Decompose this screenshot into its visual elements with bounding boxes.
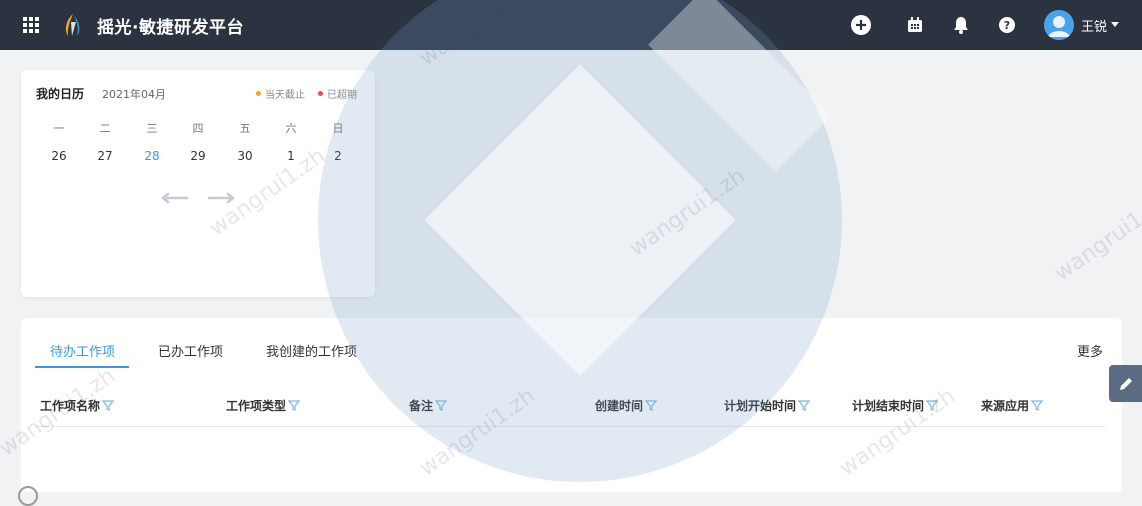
calendar-day[interactable]: 2 <box>334 149 342 163</box>
tab-done[interactable]: 已办工作项 <box>158 345 224 360</box>
weekday-label: 三 <box>146 122 158 135</box>
calendar-day[interactable]: 1 <box>287 149 295 163</box>
filter-icon[interactable] <box>1031 400 1044 411</box>
filter-icon[interactable] <box>798 400 811 411</box>
legend-due-today: 当天截止 <box>256 86 305 101</box>
due-today-dot-icon <box>256 91 261 96</box>
weekday-label: 二 <box>99 122 111 135</box>
arrow-left-icon[interactable] <box>157 192 189 204</box>
column-header-plan-start[interactable]: 计划开始时间 <box>724 397 811 414</box>
pencil-icon <box>1119 377 1132 390</box>
column-header-name[interactable]: 工作项名称 <box>40 397 115 414</box>
weekday-label: 五 <box>239 122 251 135</box>
calendar-card: 我的日历 2021年04月 当天截止 已超期 一 二 三 四 五 六 日 26 … <box>21 70 375 297</box>
filter-icon[interactable] <box>926 400 939 411</box>
circle-icon[interactable] <box>18 486 38 506</box>
weekday-label: 四 <box>192 122 204 135</box>
filter-icon[interactable] <box>645 400 658 411</box>
app-title: 摇光·敏捷研发平台 <box>97 18 244 38</box>
work-items-card: 待办工作项 已办工作项 我创建的工作项 更多 工作项名称 工作项类型 备注 创建… <box>21 318 1122 492</box>
legend-label: 当天截止 <box>265 90 305 101</box>
top-bar: 摇光·敏捷研发平台 ? 王锐 <box>0 0 1142 50</box>
weekday-label: 一 <box>53 122 65 135</box>
tab-created[interactable]: 我创建的工作项 <box>266 345 358 360</box>
bell-icon[interactable] <box>950 14 972 36</box>
column-label: 工作项类型 <box>226 399 287 413</box>
weekday-label: 日 <box>332 122 344 135</box>
calendar-day[interactable]: 30 <box>237 149 253 163</box>
calendar-day[interactable]: 29 <box>190 149 206 163</box>
overdue-dot-icon <box>318 91 323 96</box>
column-header-remark[interactable]: 备注 <box>409 397 448 414</box>
calendar-day-today[interactable]: 28 <box>144 149 160 163</box>
watermark-text: wangrui1.zh <box>625 163 750 262</box>
filter-icon[interactable] <box>435 400 448 411</box>
calendar-day[interactable]: 26 <box>51 149 67 163</box>
calendar-title: 我的日历 <box>36 87 85 101</box>
logo-icon <box>65 14 80 36</box>
weekday-label: 六 <box>285 122 297 135</box>
column-label: 工作项名称 <box>40 399 101 413</box>
legend-label: 已超期 <box>327 90 357 101</box>
apps-grid-icon[interactable] <box>22 16 40 34</box>
add-circle-icon[interactable] <box>850 14 872 36</box>
column-header-source-app[interactable]: 来源应用 <box>981 397 1044 414</box>
user-name[interactable]: 王锐 <box>1081 20 1108 35</box>
column-header-type[interactable]: 工作项类型 <box>226 397 301 414</box>
column-label: 来源应用 <box>981 399 1030 413</box>
active-tab-indicator <box>35 366 129 368</box>
legend-overdue: 已超期 <box>318 86 357 101</box>
avatar-icon[interactable] <box>1044 10 1074 40</box>
help-icon[interactable]: ? <box>996 14 1018 36</box>
filter-icon[interactable] <box>288 400 301 411</box>
arrow-right-icon[interactable] <box>207 192 239 204</box>
edit-float-button[interactable] <box>1109 365 1142 402</box>
tab-todo[interactable]: 待办工作项 <box>50 345 116 360</box>
more-link[interactable]: 更多 <box>1077 345 1104 360</box>
column-label: 备注 <box>409 399 434 413</box>
calendar-month: 2021年04月 <box>102 88 166 101</box>
calendar-day[interactable]: 27 <box>97 149 113 163</box>
chevron-down-icon[interactable] <box>1111 22 1119 27</box>
column-header-plan-end[interactable]: 计划结束时间 <box>852 397 939 414</box>
watermark-text: wangrui1.zh <box>1050 188 1142 287</box>
column-label: 计划结束时间 <box>852 399 925 413</box>
calendar-icon[interactable] <box>904 14 926 36</box>
column-label: 创建时间 <box>595 399 644 413</box>
svg-text:?: ? <box>1004 19 1010 32</box>
column-label: 计划开始时间 <box>724 399 797 413</box>
column-header-created-time[interactable]: 创建时间 <box>595 397 658 414</box>
filter-icon[interactable] <box>102 400 115 411</box>
table-header: 工作项名称 工作项类型 备注 创建时间 计划开始时间 计划结束时间 来源应用 <box>35 380 1106 427</box>
